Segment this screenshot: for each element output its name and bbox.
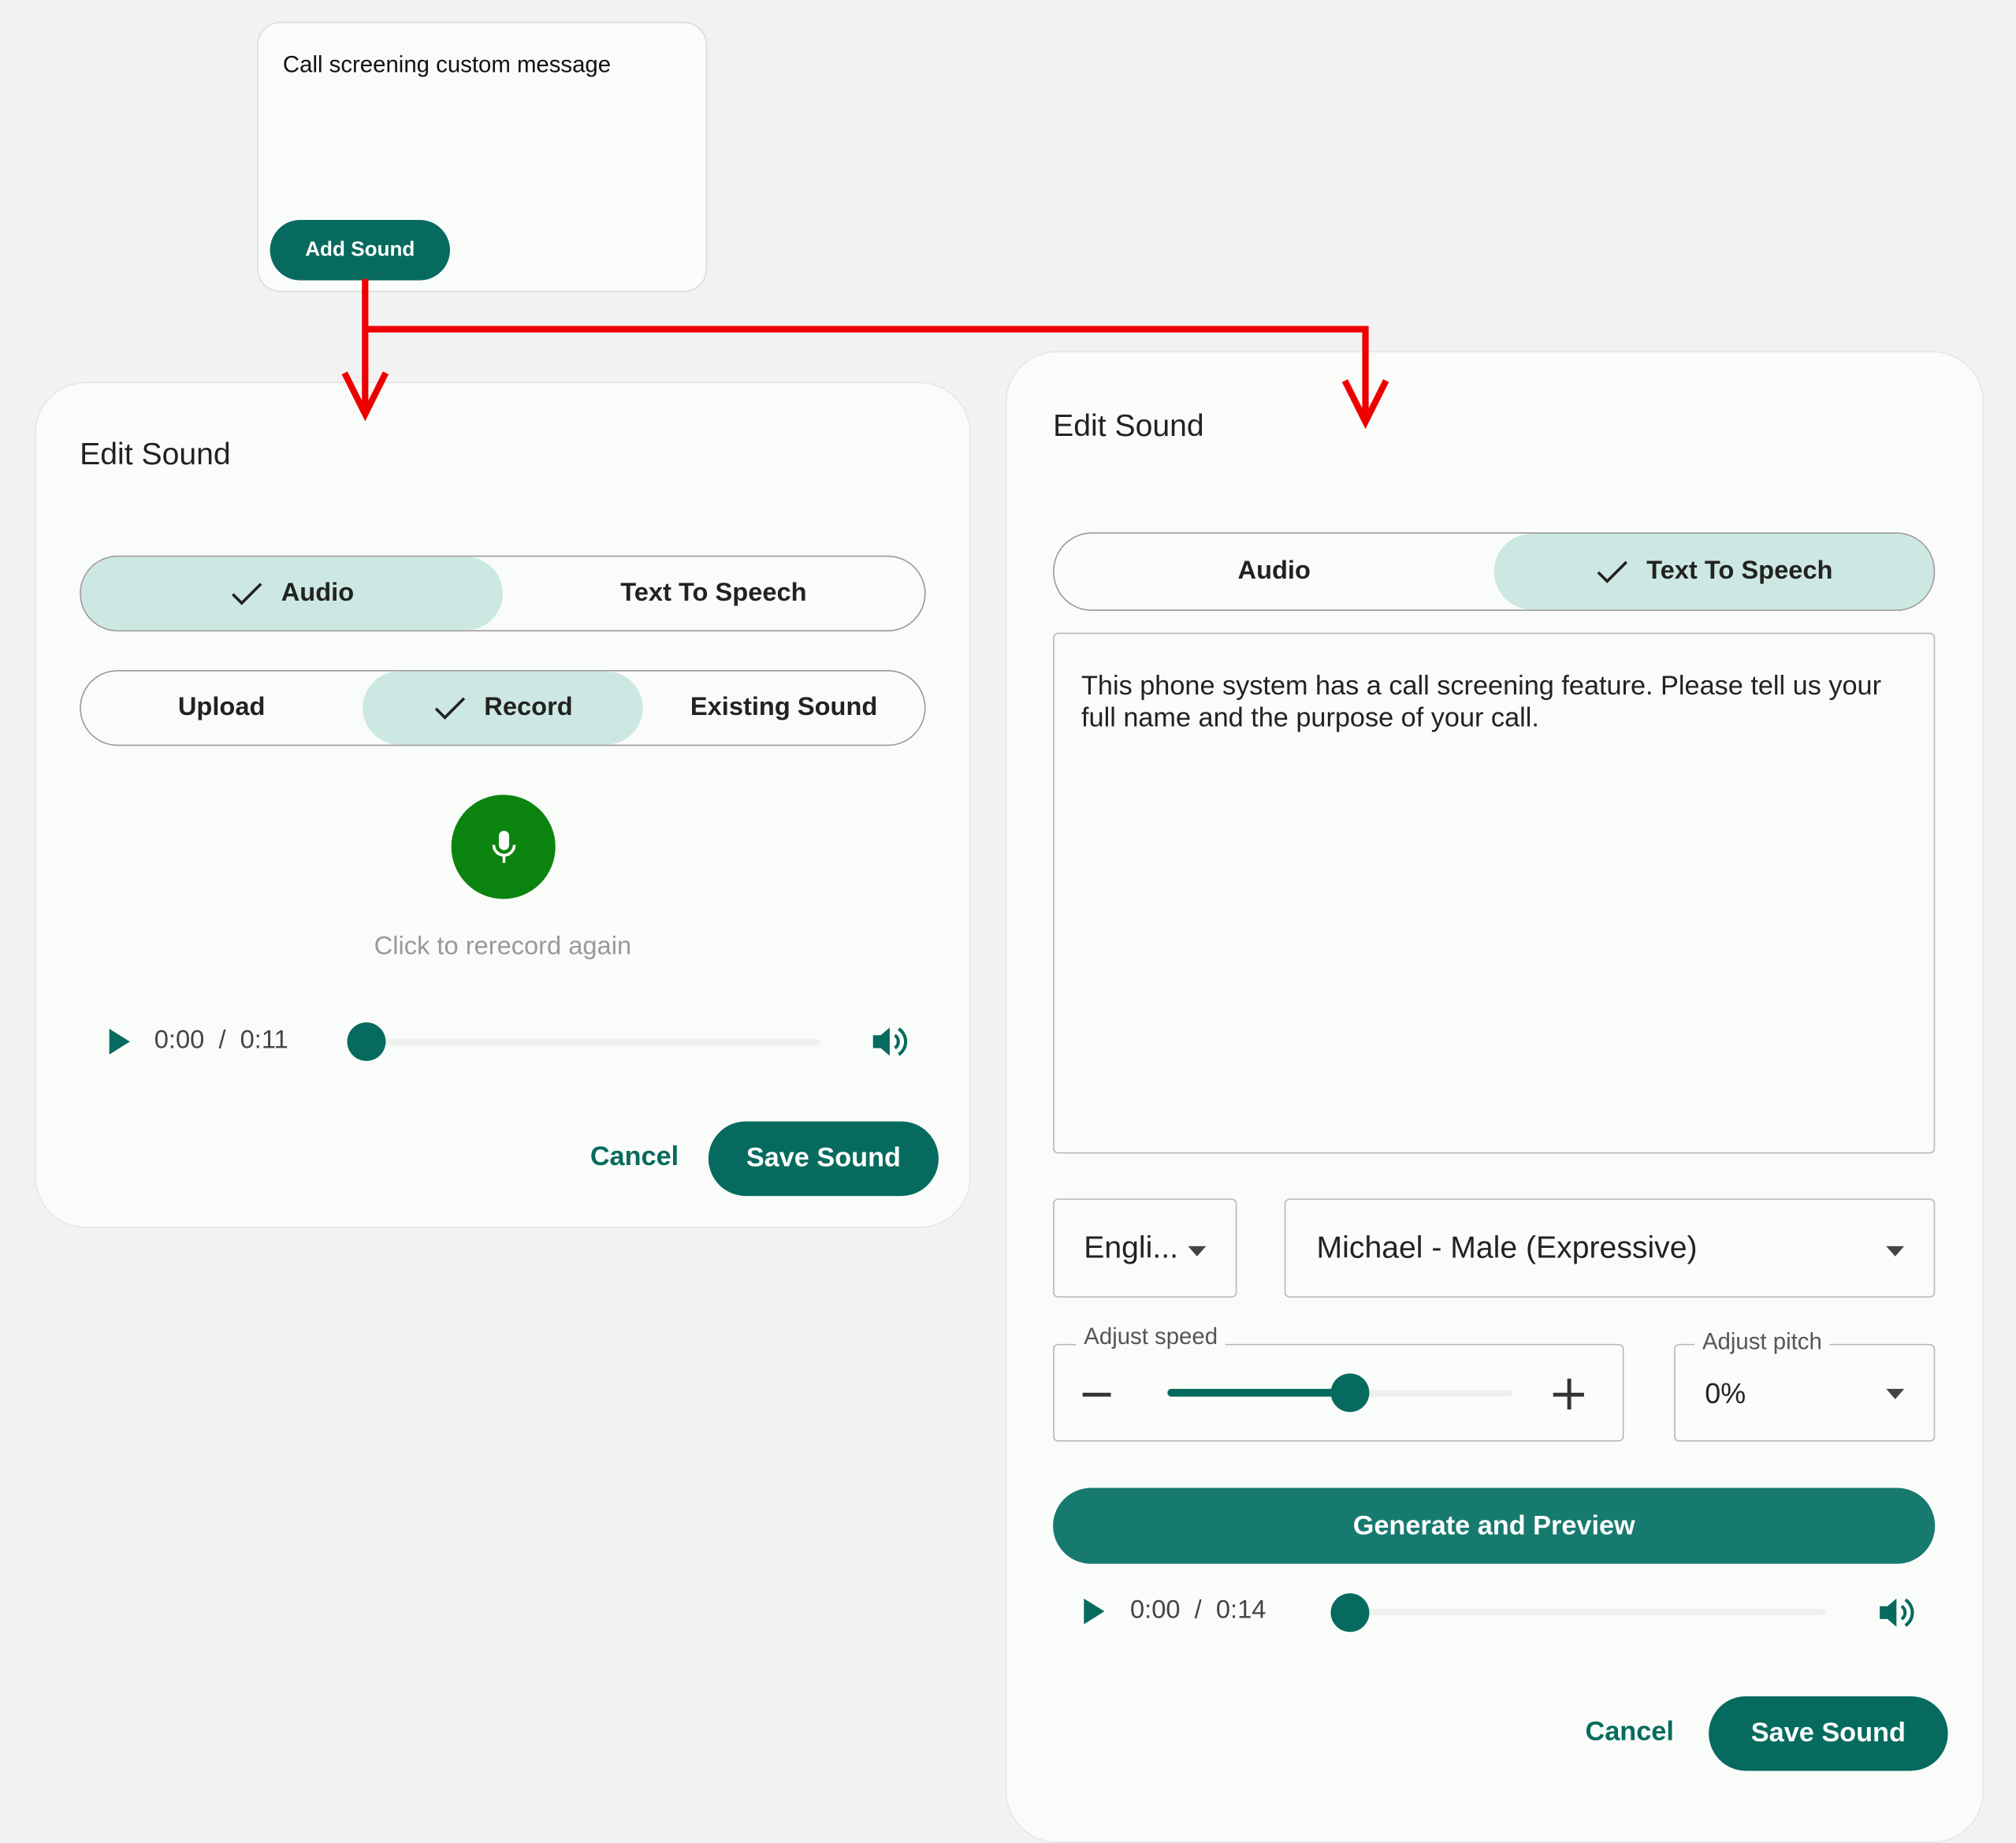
duration: 0:14 <box>1215 1595 1267 1625</box>
tab-existing-sound[interactable]: Existing Sound <box>643 672 924 745</box>
dialog-title: Edit Sound <box>80 437 231 472</box>
play-icon[interactable] <box>1081 1597 1107 1625</box>
source-tabs: Audio Text To Speech <box>1053 532 1936 611</box>
tab-text-to-speech[interactable]: Text To Speech <box>503 557 924 630</box>
seek-thumb[interactable] <box>347 1022 386 1061</box>
current-time: 0:00 <box>1130 1595 1181 1625</box>
speed-control <box>1053 1343 1624 1442</box>
voice-select[interactable]: Michael - Male (Expressive) <box>1284 1198 1936 1298</box>
speed-slider-fill <box>1167 1388 1351 1397</box>
plus-icon[interactable] <box>1553 1378 1584 1410</box>
microphone-icon <box>491 830 515 862</box>
annotation-arrows <box>341 279 1389 430</box>
language-value: Engli... <box>1084 1231 1178 1266</box>
card-title: Call screening custom message <box>282 51 612 77</box>
chevron-down-icon <box>1188 1245 1207 1257</box>
pitch-label: Adjust pitch <box>1694 1328 1830 1356</box>
tab-record[interactable]: Record <box>362 671 644 745</box>
chevron-down-icon <box>1886 1388 1905 1399</box>
speed-label: Adjust speed <box>1076 1323 1226 1350</box>
add-sound-button[interactable]: Add Sound <box>270 219 450 281</box>
seek-thumb[interactable] <box>1330 1593 1370 1633</box>
tab-label: Upload <box>177 693 266 722</box>
dialog-title: Edit Sound <box>1053 408 1204 444</box>
tab-label: Record <box>484 693 573 722</box>
current-time: 0:00 <box>154 1026 205 1055</box>
mode-tabs: Upload Record Existing Sound <box>80 669 926 747</box>
seek-slider[interactable] <box>366 1039 820 1046</box>
record-hint: Click to rerecord again <box>374 932 632 961</box>
volume-icon[interactable] <box>870 1024 909 1060</box>
duration: 0:11 <box>240 1026 288 1055</box>
tab-audio[interactable]: Audio <box>80 557 503 631</box>
check-icon <box>231 582 262 605</box>
tab-label: Audio <box>1237 557 1311 586</box>
voice-value: Michael - Male (Expressive) <box>1316 1231 1698 1266</box>
tab-label: Existing Sound <box>690 693 878 722</box>
save-sound-button[interactable]: Save Sound <box>708 1121 939 1197</box>
tab-upload[interactable]: Upload <box>81 672 363 745</box>
tab-label: Audio <box>281 579 355 608</box>
generate-preview-button[interactable]: Generate and Preview <box>1053 1487 1936 1564</box>
check-icon <box>434 696 465 720</box>
tab-label: Text To Speech <box>620 579 807 608</box>
play-icon[interactable] <box>106 1027 132 1056</box>
source-tabs: Audio Text To Speech <box>80 555 926 632</box>
tts-text-input[interactable]: This phone system has a call screening f… <box>1053 632 1936 1154</box>
language-select[interactable]: Engli... <box>1053 1198 1237 1298</box>
chevron-down-icon <box>1886 1245 1905 1257</box>
tab-audio[interactable]: Audio <box>1054 534 1494 609</box>
cancel-button[interactable]: Cancel <box>590 1141 679 1172</box>
time-display: 0:00 / 0:14 <box>1130 1596 1266 1626</box>
volume-icon[interactable] <box>1877 1595 1916 1631</box>
arrow-right-branch <box>365 326 1369 419</box>
cancel-button[interactable]: Cancel <box>1585 1716 1674 1747</box>
speed-thumb[interactable] <box>1330 1373 1370 1413</box>
sound-card: Call screening custom message Add Sound <box>257 21 708 292</box>
pitch-value: 0% <box>1705 1377 1746 1410</box>
tab-text-to-speech[interactable]: Text To Speech <box>1493 534 1934 610</box>
record-button[interactable] <box>451 795 556 899</box>
seek-slider[interactable] <box>1349 1608 1826 1616</box>
pitch-select[interactable]: 0% <box>1674 1343 1936 1442</box>
time-separator: / <box>1194 1595 1202 1625</box>
save-sound-button[interactable]: Save Sound <box>1709 1696 1948 1771</box>
check-icon <box>1596 560 1627 583</box>
time-separator: / <box>218 1026 226 1055</box>
time-display: 0:00 / 0:11 <box>154 1026 288 1056</box>
minus-icon[interactable] <box>1082 1392 1111 1397</box>
tab-label: Text To Speech <box>1646 557 1833 586</box>
